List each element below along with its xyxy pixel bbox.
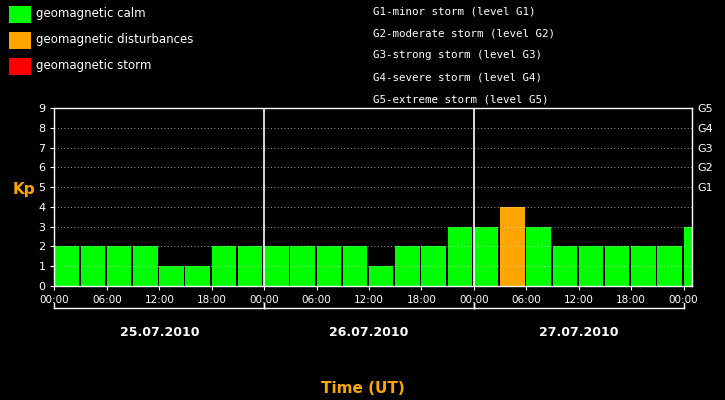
Bar (212, 246, 236, 286)
Bar (264, 246, 289, 286)
Text: G2-moderate storm (level G2): G2-moderate storm (level G2) (373, 28, 555, 38)
Bar (526, 227, 551, 286)
Bar (54, 246, 79, 286)
Bar (186, 266, 210, 286)
Text: G4-severe storm (level G4): G4-severe storm (level G4) (373, 72, 542, 82)
Bar (395, 246, 420, 286)
Bar (160, 266, 183, 286)
Text: 26.07.2010: 26.07.2010 (329, 326, 409, 339)
Bar (317, 246, 341, 286)
Bar (343, 246, 368, 286)
Text: 25.07.2010: 25.07.2010 (120, 326, 199, 339)
Bar (107, 246, 131, 286)
Bar (579, 246, 603, 286)
Y-axis label: Kp: Kp (13, 182, 36, 197)
Bar (500, 207, 525, 286)
Text: geomagnetic disturbances: geomagnetic disturbances (36, 33, 194, 46)
Bar (474, 227, 498, 286)
Text: geomagnetic storm: geomagnetic storm (36, 59, 152, 72)
Bar (290, 246, 315, 286)
Bar (447, 227, 472, 286)
Text: Time (UT): Time (UT) (320, 381, 405, 396)
Text: 27.07.2010: 27.07.2010 (539, 326, 618, 339)
Bar (238, 246, 262, 286)
Bar (80, 246, 105, 286)
Bar (631, 246, 655, 286)
Bar (605, 246, 629, 286)
Text: G1-minor storm (level G1): G1-minor storm (level G1) (373, 6, 536, 16)
Text: G3-strong storm (level G3): G3-strong storm (level G3) (373, 50, 542, 60)
Bar (552, 246, 577, 286)
Text: geomagnetic calm: geomagnetic calm (36, 7, 146, 20)
Bar (369, 266, 394, 286)
Bar (684, 227, 708, 286)
Bar (421, 246, 446, 286)
Bar (658, 246, 682, 286)
Bar (133, 246, 157, 286)
Text: G5-extreme storm (level G5): G5-extreme storm (level G5) (373, 94, 549, 104)
